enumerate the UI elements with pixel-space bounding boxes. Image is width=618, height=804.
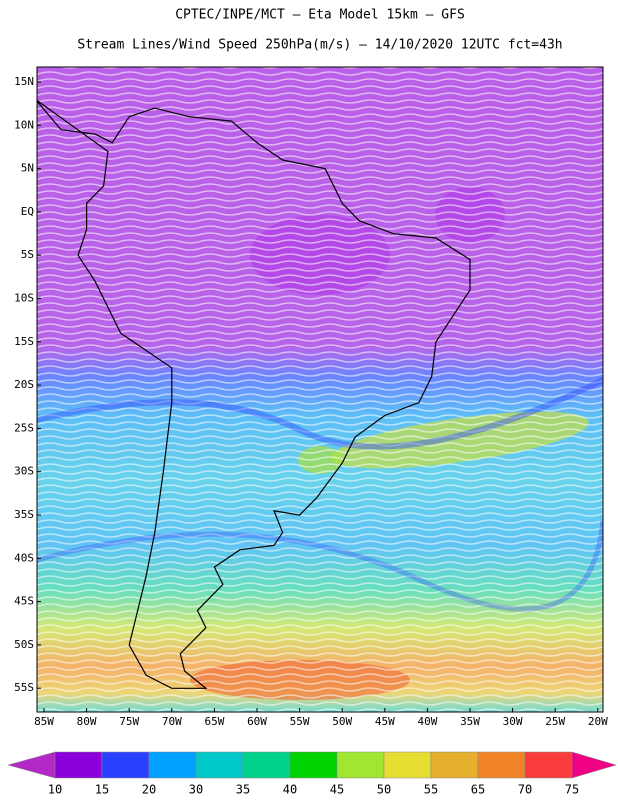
lat-label: 5N: [21, 162, 34, 175]
lat-label: 40S: [14, 551, 34, 564]
colorbar-box: [383, 751, 432, 779]
colorbar-box: [101, 751, 150, 779]
colorbar-label: 20: [142, 783, 156, 797]
lat-label: 50S: [14, 638, 34, 651]
wind-field: [37, 67, 603, 712]
colorbar-arrow: [7, 751, 56, 779]
lat-label: 55S: [14, 681, 34, 694]
lon-label: 70W: [162, 715, 182, 728]
colorbar-label: 30: [189, 783, 203, 797]
lon-label: 45W: [375, 715, 395, 728]
lon-label: 85W: [34, 715, 54, 728]
colorbar-box: [430, 751, 479, 779]
lat-label: EQ: [21, 205, 34, 218]
colorbar-label: 45: [330, 783, 344, 797]
colorbar-label: 65: [471, 783, 485, 797]
colorbar-box: [148, 751, 197, 779]
lat-label: 5S: [21, 248, 34, 261]
colorbar-label: 40: [283, 783, 297, 797]
colorbar-label: 35: [236, 783, 250, 797]
lon-label: 80W: [77, 715, 97, 728]
lat-label: 15N: [14, 75, 34, 88]
lat-label: 10S: [14, 292, 34, 305]
lat-label: 30S: [14, 465, 34, 478]
lat-label: 20S: [14, 378, 34, 391]
lon-label: 40W: [417, 715, 437, 728]
colorbar-label: 55: [424, 783, 438, 797]
lon-label: 60W: [247, 715, 267, 728]
colorbar-box: [54, 751, 103, 779]
lat-label: 15S: [14, 335, 34, 348]
colorbar-box: [336, 751, 385, 779]
colorbar-label: 75: [565, 783, 579, 797]
colorbar-box: [195, 751, 244, 779]
lat-label: 35S: [14, 508, 34, 521]
colorbar-label: 10: [48, 783, 62, 797]
lon-label: 75W: [119, 715, 139, 728]
lon-label: 50W: [332, 715, 352, 728]
subtitle: Stream Lines/Wind Speed 250hPa(m/s) – 14…: [77, 38, 562, 53]
title: CPTEC/INPE/MCT – Eta Model 15km – GFS: [175, 8, 465, 23]
colorbar-label: 15: [95, 783, 109, 797]
colorbar-label: 50: [377, 783, 391, 797]
lat-label: 25S: [14, 421, 34, 434]
lon-label: 55W: [290, 715, 310, 728]
lon-label: 30W: [503, 715, 523, 728]
lon-label: 35W: [460, 715, 480, 728]
colorbar-box: [289, 751, 338, 779]
coastline: [37, 99, 471, 689]
lat-label: 10N: [14, 118, 34, 131]
lat-label: 45S: [14, 595, 34, 608]
lon-label: 25W: [545, 715, 565, 728]
colorbar-box: [242, 751, 291, 779]
colorbar-box: [524, 751, 573, 779]
colorbar-label: 70: [518, 783, 532, 797]
lon-label: 20W: [588, 715, 608, 728]
colorbar-box: [477, 751, 526, 779]
lon-label: 65W: [204, 715, 224, 728]
map-frame: [36, 66, 604, 713]
colorbar-arrow: [571, 751, 617, 779]
